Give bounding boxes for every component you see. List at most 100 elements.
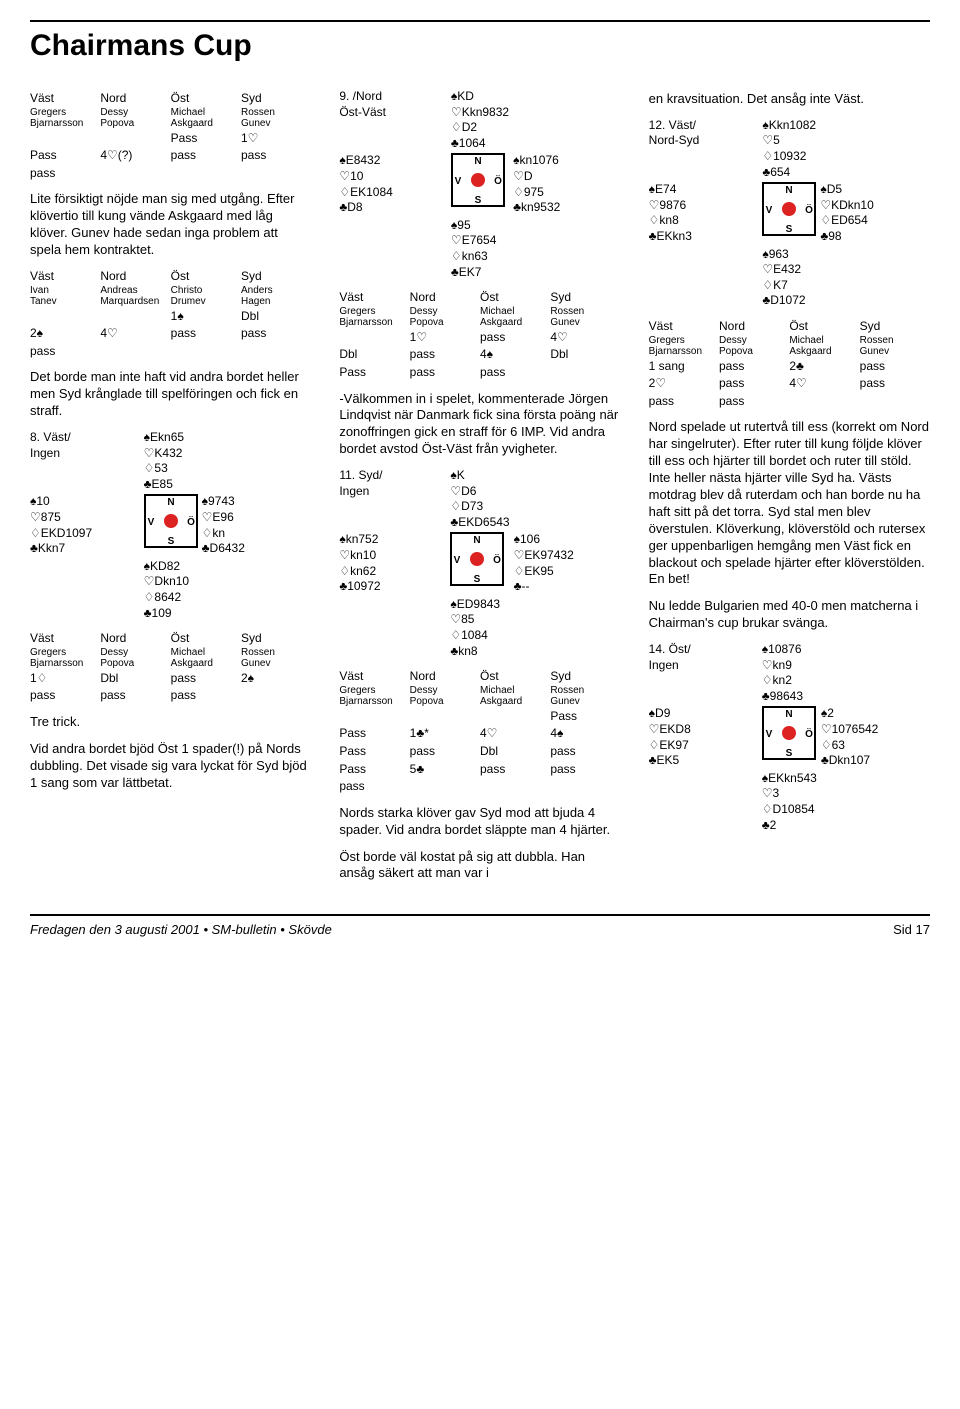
bid (241, 166, 311, 182)
bid (789, 394, 859, 410)
player-name: Gunev (550, 696, 620, 707)
bid: Dbl (480, 744, 550, 760)
bid: Pass (550, 709, 620, 725)
player-name: Rossen (550, 306, 620, 317)
compass-icon: NSVÖ (762, 182, 816, 236)
player-name: Askgaard (480, 696, 550, 707)
player-name: Gregers (339, 685, 409, 696)
player-name: Christo (171, 285, 241, 296)
deal-label: 9. /Nord Öst-Väst (339, 89, 447, 120)
player-name: Bjarnarsson (339, 696, 409, 707)
page-title: Chairmans Cup (30, 20, 930, 65)
east-hand: ♠106 ♡EK97432 ♢EK95 ♣-- (514, 532, 621, 594)
bid: pass (860, 359, 930, 375)
svg-text:S: S (474, 574, 481, 585)
bidding-table-2: Väst Ivan Tanev Nord Andreas Marquardsen… (30, 269, 311, 359)
bid: 4♡ (100, 326, 170, 342)
bid: Dbl (100, 671, 170, 687)
north-hand: ♠Ekn65 ♡K432 ♢53 ♣E85 (144, 430, 198, 492)
heart-icon: ♡ (144, 574, 155, 588)
heart-icon: ♡ (762, 658, 773, 672)
bid: Dbl (339, 347, 409, 363)
diamond-icon: ♢ (514, 564, 525, 578)
diamond-icon: ♢ (450, 628, 461, 642)
bid: 1♡ (241, 131, 311, 147)
diamond-icon: ♢ (649, 738, 660, 752)
svg-text:V: V (454, 555, 461, 566)
bid: 2♠ (241, 671, 311, 687)
bid: pass (410, 744, 480, 760)
bidding-table-1: Väst Gregers Bjarnarsson Nord Dessy Popo… (30, 91, 311, 181)
compass-icon: NSVÖ (762, 706, 817, 760)
heart-icon: ♡ (339, 169, 350, 183)
bid (241, 344, 311, 360)
diamond-icon: ♢ (451, 249, 462, 263)
pos-label: Nord (410, 669, 480, 685)
bid: 4♡(?) (100, 148, 170, 164)
footer-left: Fredagen den 3 augusti 2001 • SM-bulleti… (30, 922, 332, 939)
svg-text:Ö: Ö (805, 203, 813, 216)
bid (480, 709, 550, 725)
heart-icon: ♡ (762, 786, 773, 800)
pos-label: Väst (339, 669, 409, 685)
south-hand: ♠963 ♡E432 ♢K7 ♣D1072 (762, 247, 816, 309)
bid: pass (171, 688, 241, 704)
bid: pass (241, 326, 311, 342)
deal-diagram-9: 9. /Nord Öst-Väst ♠KD ♡Kkn9832 ♢D2 ♣1064… (339, 89, 620, 280)
narrative-text: Tre trick. (30, 714, 311, 731)
bid: pass (30, 166, 100, 182)
bid: Pass (339, 726, 409, 742)
diamond-icon: ♢ (762, 673, 773, 687)
bid: Pass (30, 148, 100, 164)
bid: 1♢ (30, 671, 100, 687)
deal-label: 8. Väst/ Ingen (30, 430, 140, 461)
bid: 4♠ (480, 347, 550, 363)
bid: 1♣* (410, 726, 480, 742)
bid: 2♠ (30, 326, 100, 342)
heart-icon: ♡ (513, 169, 524, 183)
pos-label: Öst (789, 319, 859, 335)
club-icon: ♣ (649, 753, 657, 767)
heart-icon: ♡ (451, 105, 462, 119)
club-icon: ♣ (451, 265, 459, 279)
bid (241, 688, 311, 704)
svg-text:N: N (785, 709, 792, 720)
pos-label: Syd (550, 290, 620, 306)
bid: 1 sang (649, 359, 719, 375)
diamond-icon: ♢ (820, 213, 831, 227)
heart-icon: ♡ (820, 198, 831, 212)
player-name: Bjarnarsson (339, 317, 409, 328)
pos-label: Öst (171, 269, 241, 285)
bid (339, 709, 409, 725)
bid: Pass (339, 762, 409, 778)
player-name: Rossen (241, 647, 311, 658)
svg-text:N: N (786, 185, 793, 196)
compass-icon: NSVÖ (450, 532, 509, 586)
player-name: Dessy (100, 647, 170, 658)
narrative-text: Öst borde väl kostat på sig att dubbla. … (339, 849, 620, 883)
svg-text:S: S (167, 536, 174, 547)
deal-diagram-12: 12. Väst/ Nord-Syd ♠Kkn1082 ♡5 ♢10932 ♣6… (649, 118, 930, 309)
bid: pass (480, 365, 550, 381)
player-name: Dessy (410, 306, 480, 317)
diamond-icon: ♢ (450, 499, 461, 513)
heart-icon: ♡ (649, 722, 660, 736)
bid: pass (480, 762, 550, 778)
heart-icon: ♡ (821, 722, 832, 736)
bid: pass (171, 671, 241, 687)
player-name: Popova (410, 696, 480, 707)
bid (100, 131, 170, 147)
club-icon: ♣ (144, 606, 152, 620)
west-hand: ♠E8432 ♡10 ♢EK1084 ♣D8 (339, 153, 447, 215)
svg-text:Ö: Ö (493, 553, 501, 566)
bid (410, 709, 480, 725)
column-1: Väst Gregers Bjarnarsson Nord Dessy Popo… (30, 83, 311, 892)
pos-label: Öst (171, 631, 241, 647)
deal-diagram-14: 14. Öst/ Ingen ♠10876 ♡kn9 ♢kn2 ♣98643 ♠… (649, 642, 930, 833)
bid: pass (649, 394, 719, 410)
heart-icon: ♡ (514, 548, 525, 562)
pos-label: Nord (100, 631, 170, 647)
bid: pass (550, 762, 620, 778)
deal-label: 12. Väst/ Nord-Syd (649, 118, 759, 149)
player-name: Rossen (241, 107, 311, 118)
